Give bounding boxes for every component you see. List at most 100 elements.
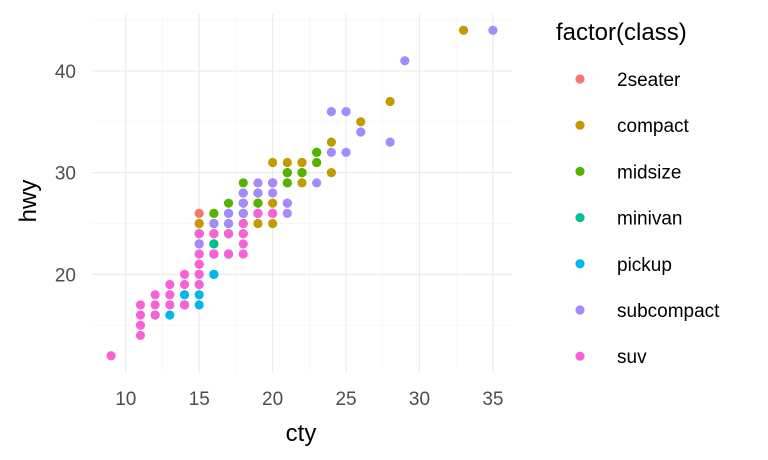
legend-key-midsize [575,166,585,176]
data-point-suv [238,229,248,239]
legend-item-compact: compact [575,116,690,137]
data-point-subcompact [385,137,395,147]
data-point-midsize [282,178,292,188]
data-point-suv [253,208,263,218]
data-point-compact [326,137,336,147]
x-tick-label: 10 [115,389,136,410]
data-point-midsize [282,168,292,178]
data-point-subcompact [488,25,498,35]
data-point-suv [165,290,175,300]
data-point-2seater [194,208,204,218]
data-point-compact [253,218,263,229]
legend-key-minivan [575,213,585,223]
data-point-subcompact [341,107,351,117]
legend-label-2seater: 2seater [617,70,681,91]
data-point-suv [238,249,248,259]
data-point-suv [165,279,175,290]
data-points [106,25,498,361]
y-axis-title: hwy [15,180,42,223]
legend-item-2seater: 2seater [575,70,681,91]
legend-label-pickup: pickup [617,255,672,276]
legend-key-2seater [575,74,585,84]
data-point-subcompact [253,188,263,198]
data-point-compact [458,25,469,35]
legend: 2seater compact midsize minivan pickup subcom… [575,70,720,368]
data-point-suv [268,208,278,218]
data-point-midsize [312,147,322,157]
y-axis-ticks: 20 30 40 [55,62,76,286]
data-point-compact [268,157,278,168]
data-point-compact [385,96,395,107]
x-axis-ticks: 10 15 20 25 30 35 [115,389,503,410]
data-point-suv [194,259,204,269]
y-tick-label: 40 [55,62,76,83]
data-point-suv [135,320,146,330]
legend-key-compact [575,120,585,130]
legend-item-pickup: pickup [575,255,672,276]
data-point-subcompact [312,178,322,188]
data-point-suv [238,239,248,249]
x-tick-label: 20 [262,389,283,410]
data-point-subcompact [268,188,278,198]
data-point-suv [106,351,116,361]
data-point-midsize [223,198,234,208]
legend-key-suv [575,351,585,361]
data-point-compact [268,218,278,229]
data-point-suv [150,310,160,320]
data-point-subcompact [268,178,278,188]
data-point-suv [194,279,204,290]
legend-key-subcompact [575,305,585,315]
y-tick-label: 30 [55,164,76,185]
data-point-suv [150,290,160,300]
data-point-subcompact [282,198,292,208]
y-tick-label: 20 [55,265,76,286]
legend-label-subcompact: subcompact [617,301,720,322]
data-point-compact [297,178,307,188]
x-tick-label: 30 [409,389,430,410]
data-point-midsize [297,168,307,178]
data-point-midsize [312,157,322,168]
data-point-midsize [209,208,219,218]
data-point-suv [238,218,248,229]
data-point-subcompact [223,208,234,218]
data-point-subcompact [238,208,248,218]
data-point-suv [135,300,146,310]
data-point-compact [326,168,336,178]
data-point-compact [268,198,278,208]
data-point-suv [209,249,219,259]
data-point-subcompact [194,239,204,249]
legend-label-midsize: midsize [617,162,681,183]
x-tick-label: 35 [482,389,503,410]
data-point-pickup [194,290,204,300]
data-point-subcompact [238,188,248,198]
data-point-suv [150,300,160,310]
data-point-compact [282,157,292,168]
data-point-compact [356,117,366,127]
data-point-subcompact [326,107,336,117]
data-point-subcompact [209,218,219,229]
data-point-pickup [165,310,175,320]
legend-item-midsize: midsize [575,162,681,183]
data-point-pickup [194,300,204,310]
data-point-midsize [253,198,263,208]
data-point-pickup [179,290,190,300]
legend-label-suv: suv [617,347,647,368]
data-point-subcompact [238,198,248,208]
data-point-subcompact [253,178,263,188]
data-point-suv [223,249,234,259]
data-point-subcompact [356,127,366,137]
data-point-compact [194,218,204,229]
legend-label-minivan: minivan [617,209,682,230]
legend-key-pickup [575,259,585,269]
data-point-subcompact [326,147,336,157]
data-point-compact [297,157,307,168]
data-point-subcompact [341,147,351,157]
x-axis-title: cty [286,420,317,447]
legend-item-minivan: minivan [575,209,682,230]
data-point-subcompact [282,208,292,218]
data-point-suv [179,300,190,310]
data-point-suv [194,249,204,259]
legend-item-suv: suv [575,347,647,368]
data-point-suv [194,269,204,279]
